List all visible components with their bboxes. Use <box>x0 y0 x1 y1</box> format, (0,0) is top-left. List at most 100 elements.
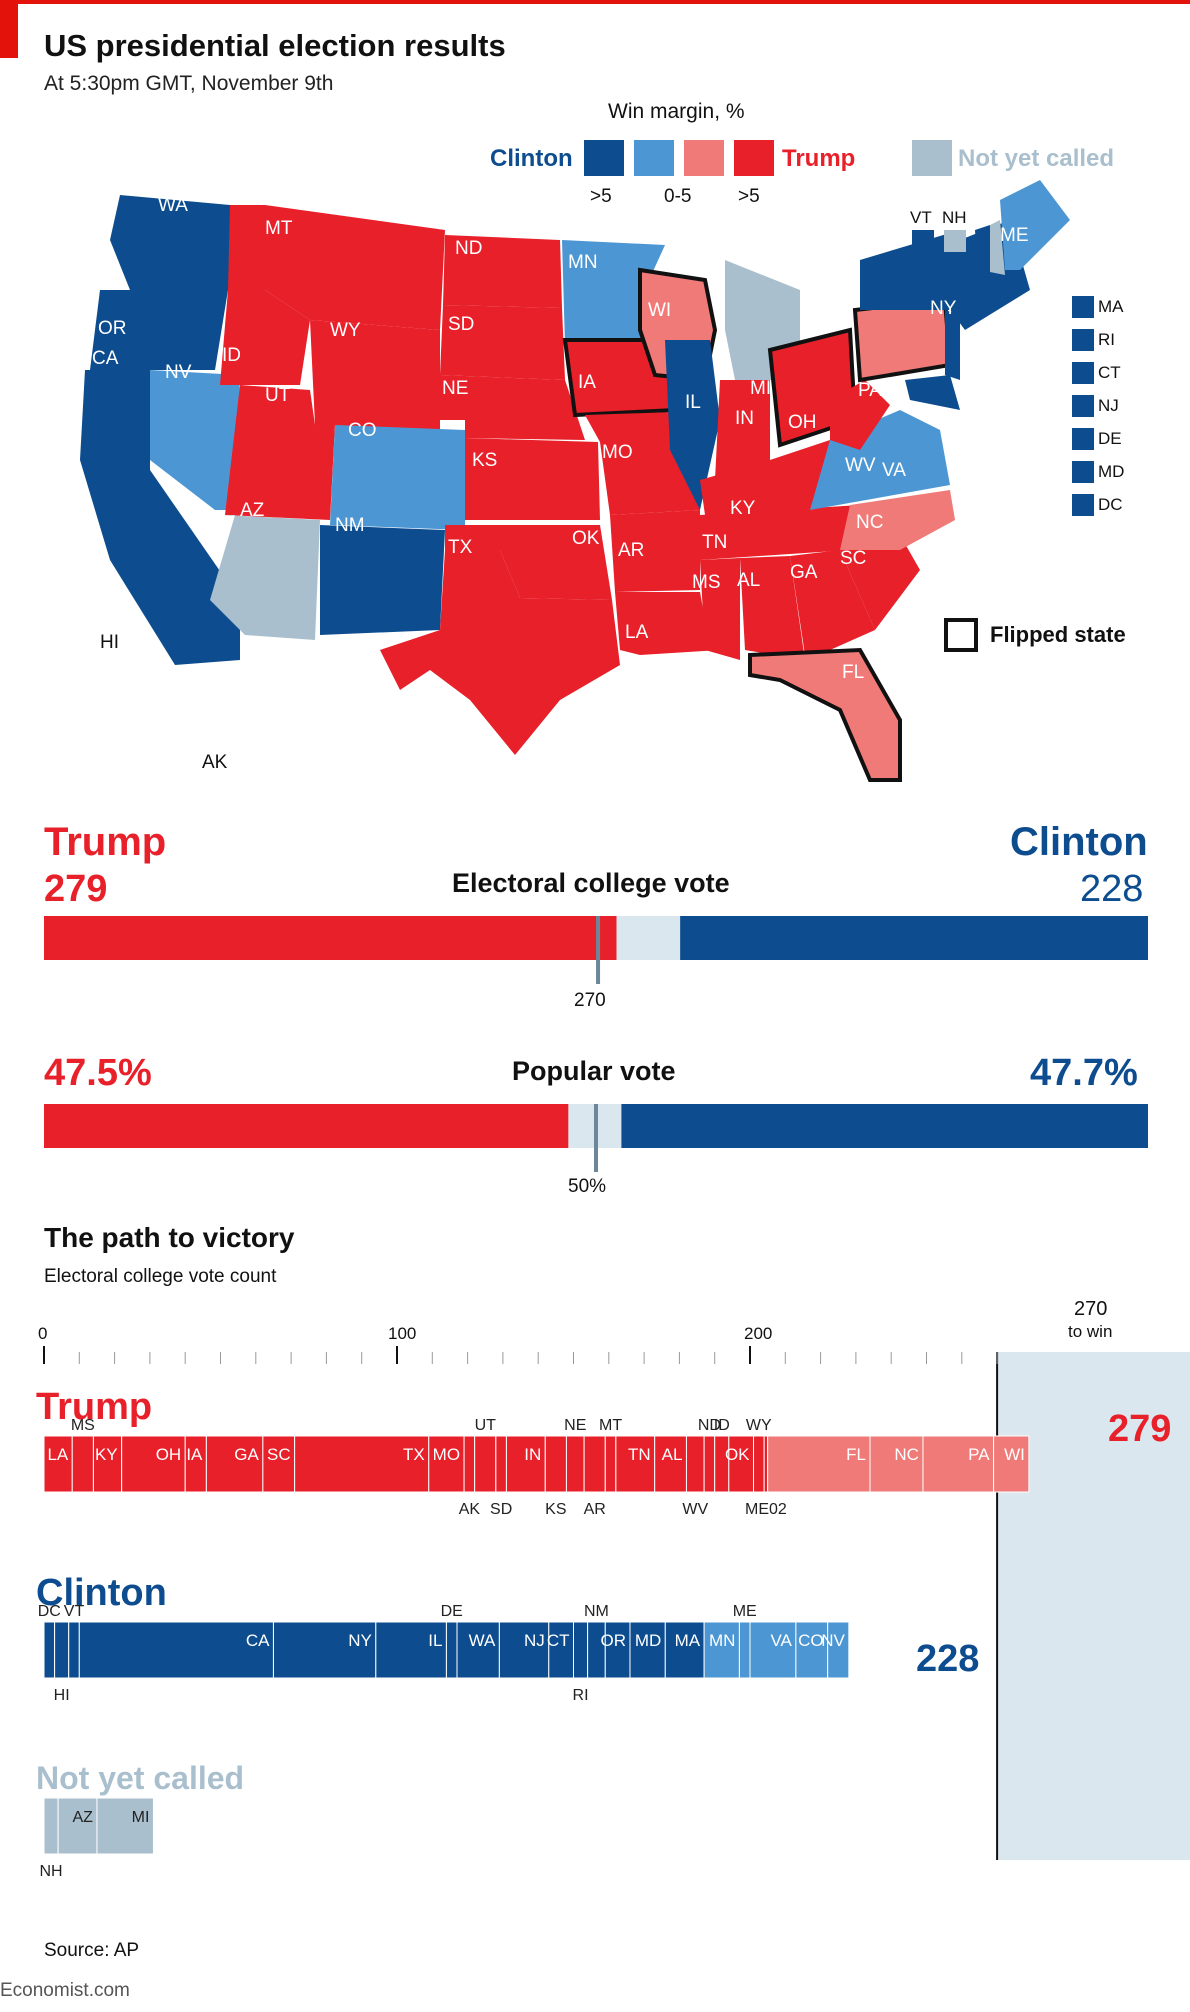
map-label-il: IL <box>685 392 701 413</box>
state-ca <box>80 370 240 665</box>
legend-tick-gt5-left: >5 <box>590 186 612 207</box>
map-label-mi: MI <box>750 378 772 399</box>
legend-not-called: Not yet called <box>958 145 1115 172</box>
clinton-segment-hi <box>54 1621 70 1679</box>
state-ar <box>610 510 700 592</box>
clinton-segment-de <box>445 1621 458 1679</box>
path-axis-200: 200 <box>744 1324 773 1343</box>
map-states <box>80 180 1070 782</box>
trump-label-ks: KS <box>545 1501 566 1518</box>
trump-segment-ms <box>71 1435 94 1493</box>
trump-label-al: AL <box>662 1445 683 1464</box>
clinton-label-wa: WA <box>469 1631 496 1650</box>
state-nd <box>443 235 562 308</box>
legend-swatch-not-called <box>912 140 952 176</box>
pv-bar <box>44 1104 1148 1172</box>
state-id <box>220 205 310 385</box>
trump-label-sc: SC <box>267 1445 291 1464</box>
map-label-nc: NC <box>856 512 884 533</box>
map-label-wv: WV <box>845 455 876 476</box>
ec-bar <box>44 916 1148 984</box>
map-label-ia: IA <box>578 372 596 393</box>
path-trump-total: 279 <box>1108 1408 1172 1450</box>
trump-segment-ne <box>565 1435 585 1493</box>
map-label-va: VA <box>882 460 906 481</box>
map-labels: WA OR CA NV ID MT WY UT AZ CO NM ND SD N… <box>0 0 1190 800</box>
trump-segment-wy <box>753 1435 765 1493</box>
pv-clinton-value: 47.7% <box>1030 1052 1138 1094</box>
clinton-label-nm: NM <box>584 1603 609 1620</box>
legend-title: Win margin, % <box>608 100 745 123</box>
map-label-id: ID <box>222 345 241 366</box>
map-label-oh: OH <box>788 412 817 433</box>
state-or <box>90 290 228 370</box>
state-il <box>665 340 720 510</box>
map-label-la: LA <box>625 622 649 643</box>
brand-tag <box>0 0 18 58</box>
legend-swatch-trump-lean <box>684 140 724 176</box>
state-al <box>740 556 805 660</box>
clinton-label-va: VA <box>770 1631 792 1650</box>
map-label-ms: MS <box>692 572 721 593</box>
map-label-mn: MN <box>568 252 598 273</box>
pv-title: Popular vote <box>512 1056 676 1086</box>
legend-swatch-trump-strong <box>734 140 774 176</box>
map-label-ca: CA <box>92 348 119 369</box>
state-nm <box>320 525 445 635</box>
trump-label-nd: ND <box>698 1417 721 1434</box>
clinton-label-co: CO <box>798 1631 824 1650</box>
page-subtitle: At 5:30pm GMT, November 9th <box>44 72 334 95</box>
map-label-tn: TN <box>702 532 728 553</box>
clinton-label-me: ME <box>733 1603 757 1620</box>
clinton-label-md: MD <box>635 1631 661 1650</box>
clinton-label-nv: NV <box>821 1631 845 1650</box>
trump-label-pa: PA <box>968 1445 990 1464</box>
trump-segment-ga <box>205 1435 264 1493</box>
path-win-label: 270 <box>1074 1298 1108 1320</box>
clinton-segment-co <box>795 1621 829 1679</box>
trump-label-wv: WV <box>682 1501 708 1518</box>
map-label-ut: UT <box>265 385 291 406</box>
pv-trump-value: 47.5% <box>44 1052 152 1094</box>
legend-tick-gt5-right: >5 <box>738 186 760 207</box>
clinton-label-nj: NJ <box>524 1631 545 1650</box>
trump-segment-ut <box>474 1435 497 1493</box>
legend-swatch-clinton-lean <box>634 140 674 176</box>
clinton-label-or: OR <box>600 1631 626 1650</box>
trump-label-ia: IA <box>186 1445 203 1464</box>
trump-label-ky: KY <box>95 1445 118 1464</box>
clinton-label-ma: MA <box>675 1631 701 1650</box>
clinton-label-il: IL <box>428 1631 442 1650</box>
map-label-sc: SC <box>840 548 867 569</box>
clinton-segment-nv <box>827 1621 850 1679</box>
trump-label-oh: OH <box>156 1445 182 1464</box>
clinton-segment-il <box>375 1621 447 1679</box>
path-subtitle: Electoral college vote count <box>44 1266 277 1287</box>
trump-segment-ks <box>544 1435 567 1493</box>
legend-trump: Trump <box>782 145 856 172</box>
clinton-segment-ri <box>573 1621 589 1679</box>
clinton-segment-mn <box>703 1621 740 1679</box>
small-state-nh-swatch <box>944 230 966 252</box>
clinton-segment-md <box>629 1621 666 1679</box>
clinton-segment-ct <box>548 1621 574 1679</box>
small-state-nh-label: NH <box>942 208 967 227</box>
trump-segment-wv <box>685 1435 705 1493</box>
clinton-segment-vt <box>68 1621 80 1679</box>
not-called-segment-nh <box>43 1797 59 1855</box>
trump-segment-la <box>43 1435 73 1493</box>
state-md <box>905 375 960 410</box>
state-mt <box>265 205 445 330</box>
page-title: US presidential election results <box>44 28 506 63</box>
trump-segment-ak <box>463 1435 476 1493</box>
state-fl <box>748 647 902 782</box>
trump-segment-nd <box>703 1435 716 1493</box>
clinton-segment-ca <box>78 1621 274 1679</box>
trump-segment-wi <box>993 1435 1030 1493</box>
trump-segment-ok <box>728 1435 755 1493</box>
source-note: Source: AP <box>44 1940 140 1961</box>
map-label-az: AZ <box>240 500 265 521</box>
map-label-ny: NY <box>930 298 957 319</box>
clinton-segment-nj <box>498 1621 550 1679</box>
legend-clinton: Clinton <box>490 145 573 172</box>
